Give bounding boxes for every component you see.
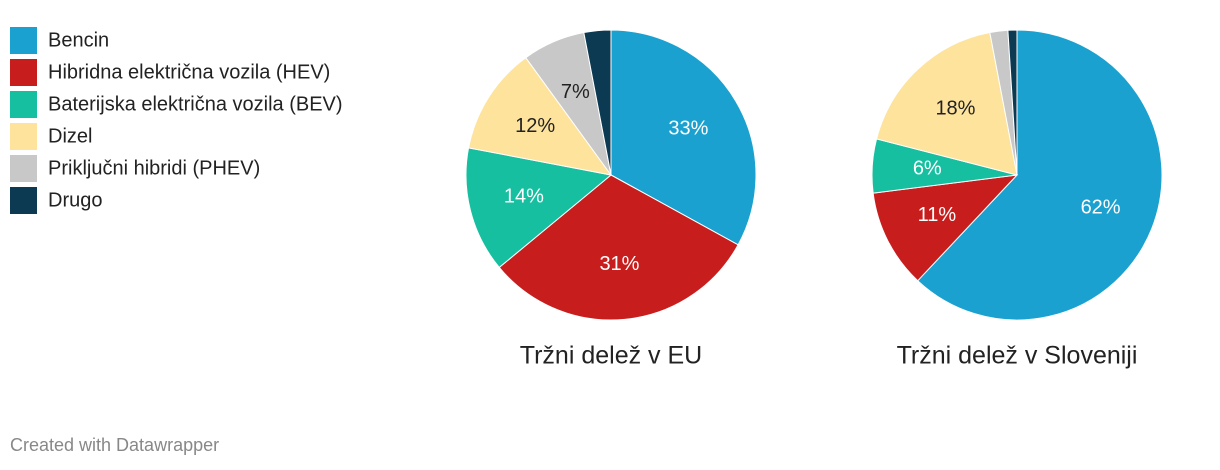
legend-label: Bencin	[48, 29, 109, 51]
slice-label: 14%	[504, 186, 544, 208]
pie-slice	[583, 29, 612, 176]
pie-slice	[1007, 29, 1018, 176]
pie-slice	[917, 29, 1163, 321]
pie-slice	[875, 31, 1018, 176]
legend-label: Drugo	[48, 189, 102, 211]
legend-swatch	[10, 27, 37, 54]
legend-swatch	[10, 123, 37, 150]
legend-swatch	[10, 187, 37, 214]
legend-swatch	[10, 59, 37, 86]
legend-label: Baterijska električna vozila (BEV)	[48, 93, 343, 115]
pie-slice	[610, 29, 757, 246]
legend-label: Dizel	[48, 125, 92, 147]
slice-label: 33%	[668, 118, 708, 140]
pie-slice	[467, 56, 613, 176]
chart-title: Tržni delež v Sloveniji	[897, 342, 1138, 370]
slice-label: 62%	[1081, 196, 1121, 218]
legend-swatch	[10, 91, 37, 118]
chart-title: Tržni delež v EU	[520, 342, 702, 370]
legend-label: Priključni hibridi (PHEV)	[48, 157, 260, 179]
slice-label: 6%	[913, 158, 942, 180]
slice-label: 18%	[935, 98, 975, 120]
pie-slice	[465, 147, 613, 269]
slice-label: 12%	[515, 115, 555, 137]
slice-label: 31%	[599, 253, 639, 275]
pie-slice	[498, 174, 739, 321]
pie-slice	[872, 174, 1019, 282]
legend-swatch	[10, 155, 37, 182]
footer: Created with Datawrapper	[10, 435, 219, 455]
legend-label: Hibridna električna vozila (HEV)	[48, 61, 330, 83]
slice-label: 7%	[561, 81, 590, 103]
slice-label: 11%	[918, 204, 957, 226]
